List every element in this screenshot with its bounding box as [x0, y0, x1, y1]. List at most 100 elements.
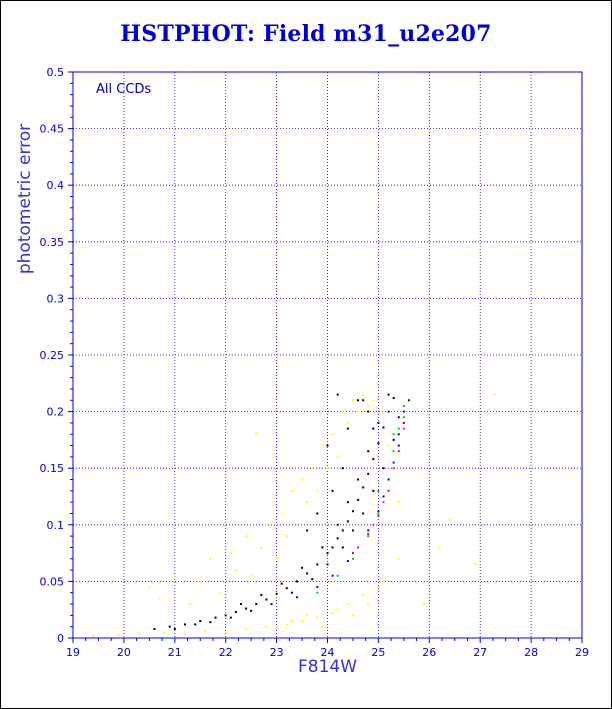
series-4: [351, 421, 405, 555]
data-point: [357, 498, 360, 501]
data-point: [387, 444, 390, 447]
data-point: [285, 587, 288, 590]
data-point: [362, 399, 365, 402]
data-point: [194, 623, 197, 626]
data-point: [341, 529, 344, 532]
data-point: [387, 393, 390, 396]
data-point: [357, 546, 360, 549]
data-point: [372, 399, 375, 402]
data-point: [311, 578, 314, 581]
data-point: [474, 563, 477, 566]
data-point: [168, 625, 171, 628]
x-tick-label: 28: [524, 646, 538, 659]
data-point: [351, 552, 354, 555]
data-point: [260, 546, 263, 549]
data-point: [367, 532, 370, 535]
data-points: [92, 393, 497, 637]
data-point: [357, 410, 360, 413]
data-point: [377, 510, 380, 513]
data-point: [239, 603, 242, 606]
data-point: [402, 410, 405, 413]
data-point: [311, 467, 314, 470]
data-point: [158, 597, 161, 600]
data-point: [346, 421, 349, 424]
data-point: [306, 529, 309, 532]
data-point: [153, 627, 156, 630]
data-point: [423, 603, 426, 606]
data-point: [351, 399, 354, 402]
data-point: [387, 489, 390, 492]
data-point: [290, 489, 293, 492]
data-point: [397, 427, 400, 430]
data-point: [382, 580, 385, 583]
data-point: [148, 586, 151, 589]
data-point: [407, 399, 410, 402]
data-point: [316, 489, 319, 492]
y-tick-label: 0: [57, 632, 64, 645]
y-tick-label: 0.5: [47, 66, 65, 79]
data-point: [316, 586, 319, 589]
data-point: [346, 603, 349, 606]
data-point: [117, 633, 120, 636]
data-point: [199, 620, 202, 623]
data-point: [321, 625, 324, 628]
x-tick-label: 29: [575, 646, 589, 659]
data-point: [351, 557, 354, 560]
data-point: [245, 535, 248, 538]
data-point: [326, 467, 329, 470]
data-point: [367, 472, 370, 475]
data-point: [382, 426, 385, 429]
data-point: [295, 580, 298, 583]
data-point: [372, 458, 375, 461]
data-point: [357, 399, 360, 402]
data-point: [372, 489, 375, 492]
data-point: [209, 557, 212, 560]
data-point: [280, 582, 283, 585]
data-point: [229, 552, 232, 555]
data-point: [397, 416, 400, 419]
data-point: [331, 433, 334, 436]
data-point: [306, 614, 309, 617]
data-point: [275, 592, 278, 595]
data-point: [204, 630, 207, 633]
data-point: [173, 574, 176, 577]
data-point: [336, 393, 339, 396]
series-2: [316, 404, 405, 594]
data-point: [336, 523, 339, 526]
data-point: [316, 512, 319, 515]
data-point: [377, 442, 380, 445]
data-point: [367, 410, 370, 413]
data-point: [392, 438, 395, 441]
data-point: [392, 461, 395, 464]
data-point: [92, 634, 95, 637]
data-point: [362, 486, 365, 489]
data-point: [377, 421, 380, 424]
chart-title: HSTPHOT: Field m31_u2e207: [120, 21, 492, 47]
data-point: [295, 523, 298, 526]
data-point: [362, 593, 365, 596]
series-0: [92, 393, 497, 637]
data-point: [209, 621, 212, 624]
x-tick-label: 21: [168, 646, 182, 659]
x-tick-label: 23: [270, 646, 284, 659]
data-point: [336, 537, 339, 540]
data-point: [377, 514, 380, 517]
data-point: [306, 572, 309, 575]
data-point: [341, 410, 344, 413]
data-point: [301, 620, 304, 623]
data-point: [306, 501, 309, 504]
data-point: [214, 616, 217, 619]
data-point: [367, 535, 370, 538]
data-point: [402, 404, 405, 407]
data-point: [377, 512, 380, 515]
data-point: [275, 557, 278, 560]
data-point: [357, 478, 360, 481]
data-point: [341, 467, 344, 470]
data-point: [402, 416, 405, 419]
axis-ticks: 19 20 21 22 23 24 25 26 27 28 29 0 0.05 0.1 0.15 0.2 0.2…: [40, 66, 590, 659]
data-point: [234, 569, 237, 572]
y-tick-label: 0.25: [40, 349, 65, 362]
data-point: [234, 610, 237, 613]
data-point: [321, 546, 324, 549]
